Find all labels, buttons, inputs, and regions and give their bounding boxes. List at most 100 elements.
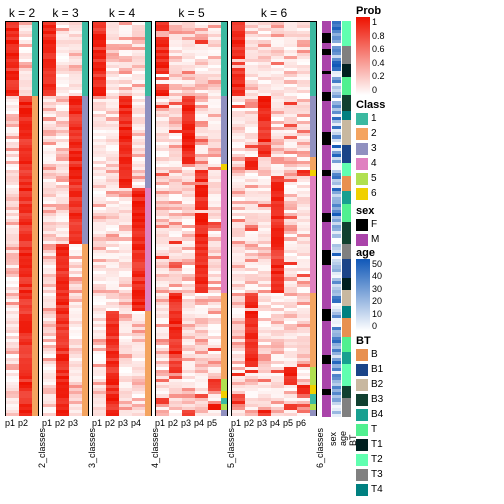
class-col bbox=[82, 22, 88, 415]
x-label: p6 bbox=[296, 418, 309, 428]
panel-title: k = 2 bbox=[5, 5, 39, 21]
prob-col-p5 bbox=[284, 22, 297, 415]
anno-x-label: BT bbox=[348, 436, 408, 446]
legend-label: B4 bbox=[371, 409, 383, 420]
legend-swatch bbox=[356, 484, 368, 496]
prob-col-p1 bbox=[156, 22, 169, 415]
legend-label: 4 bbox=[371, 158, 377, 169]
legend-item-class: 3 bbox=[356, 141, 406, 156]
prob-col-p2 bbox=[106, 22, 119, 415]
prob-col-p2 bbox=[56, 22, 69, 415]
legend-label: 6 bbox=[371, 188, 377, 199]
legend-tick-label: 0.8 bbox=[372, 31, 385, 41]
legend-label: B1 bbox=[371, 364, 383, 375]
prob-col-p1 bbox=[93, 22, 106, 415]
panel-k2: k = 2p1p22_classes bbox=[5, 5, 39, 499]
x-axis-labels: p1p2p3p4p5p66_classes bbox=[231, 416, 317, 488]
legend-title-bt: BT bbox=[356, 335, 406, 347]
panel-k6: k = 6 p1p2p3p4p5p66_classes bbox=[231, 5, 317, 499]
legend-swatch bbox=[356, 113, 368, 125]
legend-swatch bbox=[356, 234, 368, 246]
x-axis-labels: p1p2p33_classes bbox=[42, 416, 89, 488]
legend-label: 3 bbox=[371, 143, 377, 154]
prob-col-p6 bbox=[297, 22, 310, 415]
legend-title-class: Class bbox=[356, 99, 406, 111]
legend-swatch bbox=[356, 364, 368, 376]
legend-item-bt: B4 bbox=[356, 407, 406, 422]
panel-k5: k = 5 p1p2p3p4p55_classes bbox=[155, 5, 228, 499]
legend-swatch bbox=[356, 349, 368, 361]
x-label: p2 bbox=[168, 418, 181, 428]
x-label: p1 bbox=[92, 418, 105, 428]
panel-title: k = 5 bbox=[155, 5, 228, 21]
class-col bbox=[145, 22, 151, 415]
class-col bbox=[310, 22, 316, 415]
legend-tick-label: 20 bbox=[372, 296, 382, 306]
legend-title-age: age bbox=[356, 247, 406, 259]
panel-k4: k = 4 p1p2p3p44_classes bbox=[92, 5, 152, 499]
legend-label: 1 bbox=[371, 113, 377, 124]
x-label: p2 bbox=[18, 418, 31, 428]
legend-swatch bbox=[356, 409, 368, 421]
legend-item-bt: T3 bbox=[356, 467, 406, 482]
class-col bbox=[32, 22, 38, 415]
legend-swatch bbox=[356, 219, 368, 231]
prob-col-p3 bbox=[69, 22, 82, 415]
legend-gradient-age: 50403020100 bbox=[356, 259, 370, 331]
prob-col-p1 bbox=[232, 22, 245, 415]
prob-col-p2 bbox=[169, 22, 182, 415]
legend-tick-label: 30 bbox=[372, 284, 382, 294]
legend-tick-label: 0.2 bbox=[372, 71, 385, 81]
legend-title-prob: Prob bbox=[356, 5, 406, 17]
x-label: p1 bbox=[5, 418, 18, 428]
x-label: p3 bbox=[257, 418, 270, 428]
panel-title: k = 6 bbox=[231, 5, 317, 21]
prob-col-p3 bbox=[258, 22, 271, 415]
legend-label: T4 bbox=[371, 484, 383, 495]
legend-tick-label: 40 bbox=[372, 271, 382, 281]
legend-swatch bbox=[356, 128, 368, 140]
legend-label: 2 bbox=[371, 128, 377, 139]
panel-body bbox=[42, 21, 89, 416]
annotation-panel: sexageBT bbox=[322, 5, 352, 499]
prob-col-p2 bbox=[19, 22, 32, 415]
legend-label: B2 bbox=[371, 379, 383, 390]
legend-swatch bbox=[356, 469, 368, 481]
panel-body bbox=[155, 21, 228, 416]
legend-label: B bbox=[371, 349, 378, 360]
x-axis-labels: p1p2p3p44_classes bbox=[92, 416, 152, 488]
prob-col-p1 bbox=[6, 22, 19, 415]
legend-tick-label: 1 bbox=[372, 17, 385, 27]
legend-gradient-prob: 10.80.60.40.20 bbox=[356, 17, 370, 95]
prob-col-p4 bbox=[132, 22, 145, 415]
legend-item-class: 5 bbox=[356, 171, 406, 186]
x-label: p3 bbox=[118, 418, 131, 428]
panel-k3: k = 3p1p2p33_classes bbox=[42, 5, 89, 499]
x-axis-labels: p1p2p3p4p55_classes bbox=[155, 416, 228, 488]
legend-label: M bbox=[371, 234, 379, 245]
x-label: p3 bbox=[68, 418, 81, 428]
x-label: p5 bbox=[207, 418, 220, 428]
x-label: p4 bbox=[194, 418, 207, 428]
x-label: p2 bbox=[105, 418, 118, 428]
panel-body bbox=[231, 21, 317, 416]
legend-item-class: 6 bbox=[356, 186, 406, 201]
legend-swatch bbox=[356, 379, 368, 391]
panel-title: k = 4 bbox=[92, 5, 152, 21]
prob-col-p3 bbox=[182, 22, 195, 415]
legend-item-bt: T4 bbox=[356, 482, 406, 497]
anno-col-sex bbox=[322, 21, 331, 416]
legend-label: T3 bbox=[371, 469, 383, 480]
x-label: p5 bbox=[283, 418, 296, 428]
legend-label: T bbox=[371, 424, 377, 435]
legend-item-sex: F bbox=[356, 217, 406, 232]
x-label: p1 bbox=[42, 418, 55, 428]
x-label: p2 bbox=[244, 418, 257, 428]
x-label: p1 bbox=[231, 418, 244, 428]
anno-col-bt bbox=[342, 21, 351, 416]
panel-body bbox=[92, 21, 152, 416]
legend-item-bt: B2 bbox=[356, 377, 406, 392]
prob-col-p2 bbox=[245, 22, 258, 415]
legend-item-bt: B bbox=[356, 347, 406, 362]
legend-item-class: 4 bbox=[356, 156, 406, 171]
